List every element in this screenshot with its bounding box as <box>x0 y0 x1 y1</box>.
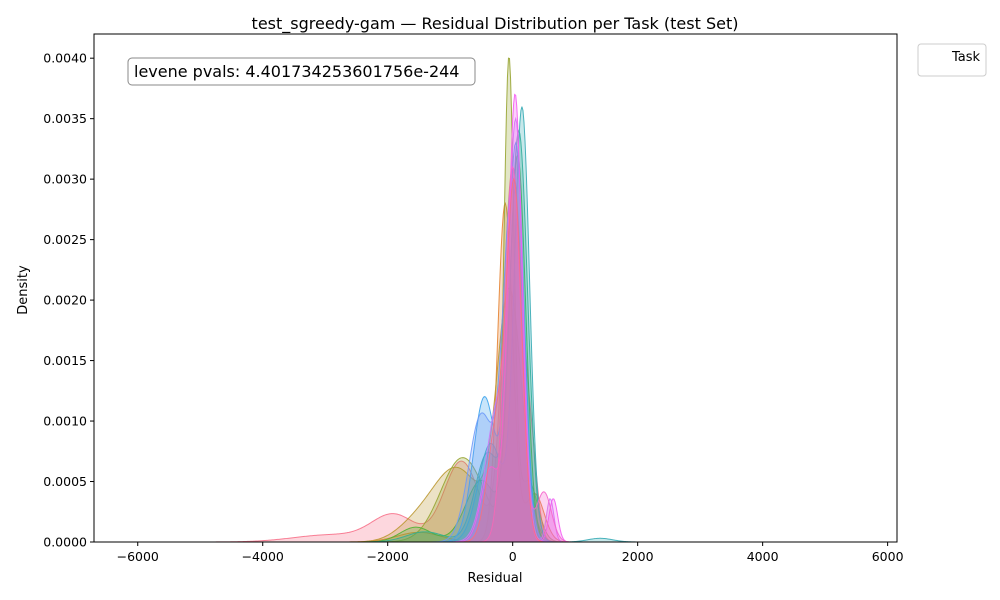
plot-area <box>93 33 898 543</box>
x-tick-label: 2000 <box>622 549 654 564</box>
x-tick-label: −4000 <box>242 549 284 564</box>
x-tick-label: 0 <box>509 549 517 564</box>
x-axis-label: Residual <box>468 571 523 586</box>
plot-frame <box>93 33 898 543</box>
y-tick-label: 0.0010 <box>43 414 87 429</box>
y-axis-label: Density <box>16 265 31 315</box>
annotation-box: levene pvals: 4.401734253601756e-244 <box>127 57 476 86</box>
y-tick-label: 0.0005 <box>43 474 87 489</box>
chart-title: test_sgreedy-gam — Residual Distribution… <box>252 14 739 34</box>
y-tick-label: 0.0035 <box>43 111 87 126</box>
x-tick-label: −6000 <box>117 549 159 564</box>
legend-title: Task <box>951 50 981 65</box>
y-tick-label: 0.0015 <box>43 353 87 368</box>
y-tick-label: 0.0000 <box>43 535 87 550</box>
y-axis-ticks: 0.0000 0.0005 0.0010 0.0015 0.0020 0.0025 0.00… <box>43 51 94 550</box>
y-tick-label: 0.0030 <box>43 172 87 187</box>
legend: Task <box>917 43 987 77</box>
y-tick-label: 0.0025 <box>43 232 87 247</box>
y-tick-label: 0.0020 <box>43 293 87 308</box>
legend-frame <box>917 43 987 77</box>
x-tick-label: 6000 <box>872 549 904 564</box>
x-tick-label: 4000 <box>747 549 779 564</box>
x-tick-label: −2000 <box>367 549 409 564</box>
series-layer <box>137 57 863 543</box>
annotation-text: levene pvals: 4.401734253601756e-244 <box>134 62 459 81</box>
y-tick-label: 0.0040 <box>43 51 87 66</box>
annotation-frame <box>127 57 476 86</box>
x-axis-ticks: −6000 −4000 −2000 0 2000 4000 6000 <box>117 542 904 564</box>
